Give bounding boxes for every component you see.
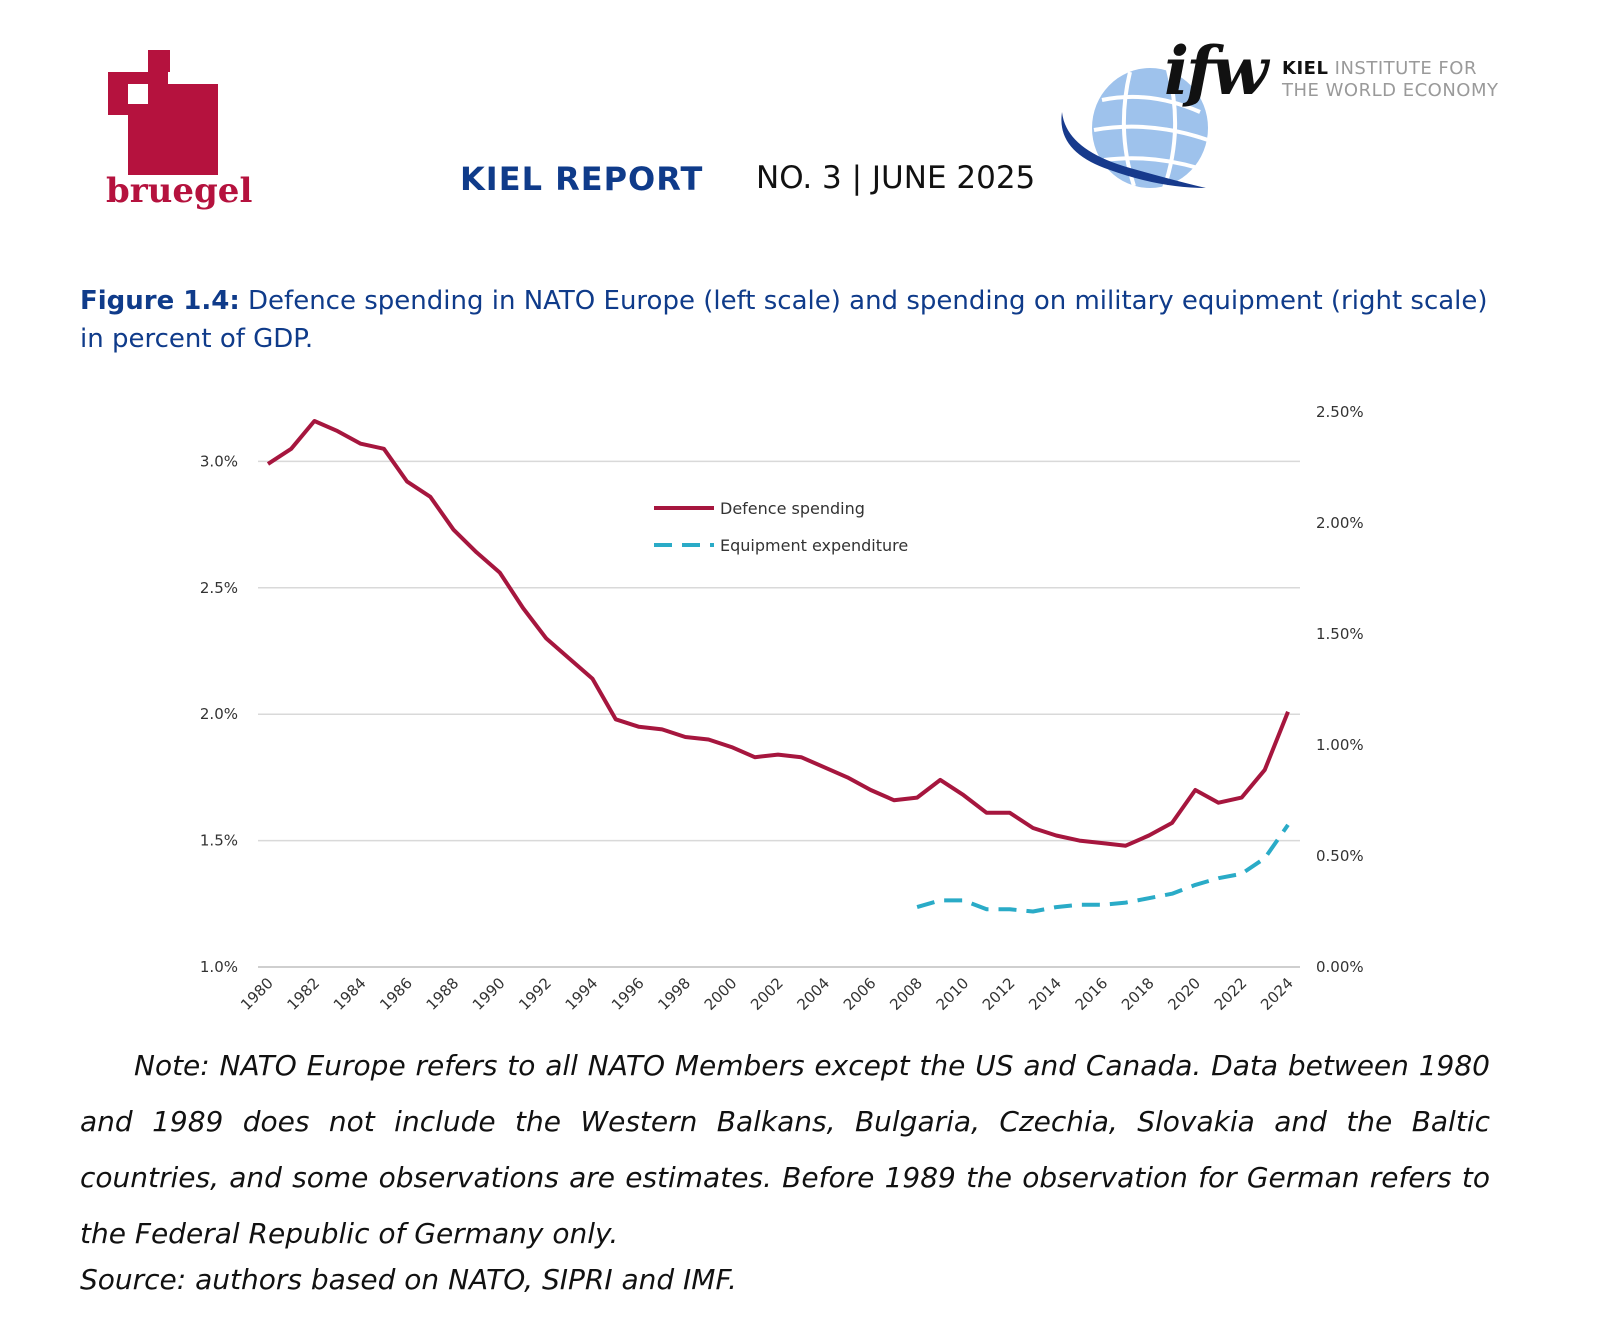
y-left-tick-label: 1.0% [200,958,238,976]
y-right-tick-label: 0.00% [1316,958,1364,976]
figure-note: Note: NATO Europe refers to all NATO Mem… [80,1049,1490,1250]
x-tick-label: 1986 [376,974,416,1014]
figure-source: Source: authors based on NATO, SIPRI and… [80,1263,737,1296]
y-right-tick-label: 2.00% [1316,514,1364,532]
bruegel-logo: bruegel [100,45,252,215]
report-number: NO. 3 | JUNE 2025 [756,160,1036,196]
ifw-line1-bold: KIEL [1282,58,1329,79]
x-tick-label: 2022 [1211,974,1251,1014]
x-tick-label: 2006 [840,974,880,1014]
y-right-tick-label: 2.50% [1316,403,1364,421]
ifw-logo: ifw KIEL INSTITUTE FOR THE WORLD ECONOMY [1060,30,1520,200]
x-tick-label: 2016 [1072,974,1112,1014]
y-right-tick-label: 1.50% [1316,625,1364,643]
x-tick-label: 2018 [1118,974,1158,1014]
x-tick-label: 2002 [747,974,787,1014]
legend-label: Equipment expenditure [720,536,908,555]
globe-icon [1061,68,1209,189]
x-tick-label: 1988 [423,974,463,1014]
report-header: bruegel KIEL REPORT NO. 3 | JUNE 2025 if… [0,0,1600,240]
report-title: KIEL REPORT [460,160,704,198]
ifw-line2: THE WORLD ECONOMY [1282,80,1499,101]
x-tick-label: 1982 [283,974,323,1014]
x-tick-label: 2004 [793,974,833,1014]
x-tick-label: 2014 [1025,974,1065,1014]
ifw-wordmark: ifw [1164,32,1268,110]
x-tick-label: 2008 [886,974,926,1014]
figure-label: Figure 1.4: [80,286,240,316]
y-right-tick-label: 0.50% [1316,847,1364,865]
y-left-tick-label: 3.0% [200,452,238,470]
x-tick-label: 2010 [933,974,973,1014]
figure-caption: Figure 1.4: Defence spending in NATO Eur… [80,282,1490,358]
defence-spending-chart: 1.0% 1.5% 2.0% 2.5% 3.0% 0.00% 0.50% 1.00% 1.50%… [200,403,1364,1014]
y-left-tick-label: 1.5% [200,832,238,850]
bruegel-logo-mark [108,50,218,175]
x-tick-label: 1990 [469,974,509,1014]
x-tick-label: 2000 [701,974,741,1014]
x-tick-label: 1994 [562,974,602,1014]
figure-caption-text: Defence spending in NATO Europe (left sc… [80,286,1488,354]
x-tick-label: 2012 [979,974,1019,1014]
x-tick-label: 2020 [1164,974,1204,1014]
series-line-defence-spending [266,419,1290,848]
series-line-equipment-expenditure [916,823,1290,914]
x-tick-label: 1980 [237,974,277,1014]
y-right-tick-label: 1.00% [1316,736,1364,754]
bruegel-wordmark: bruegel [106,171,253,211]
x-tick-label: 2024 [1257,974,1297,1014]
ifw-institute-name: KIEL INSTITUTE FOR THE WORLD ECONOMY [1282,58,1498,102]
ifw-line1-rest: INSTITUTE FOR [1334,58,1477,79]
legend-label: Defence spending [720,499,865,518]
y-left-tick-label: 2.5% [200,579,238,597]
x-tick-label: 1992 [515,974,555,1014]
x-tick-label: 1996 [608,974,648,1014]
y-left-tick-label: 2.0% [200,705,238,723]
x-tick-label: 1998 [654,974,694,1014]
x-tick-label: 1984 [330,974,370,1014]
